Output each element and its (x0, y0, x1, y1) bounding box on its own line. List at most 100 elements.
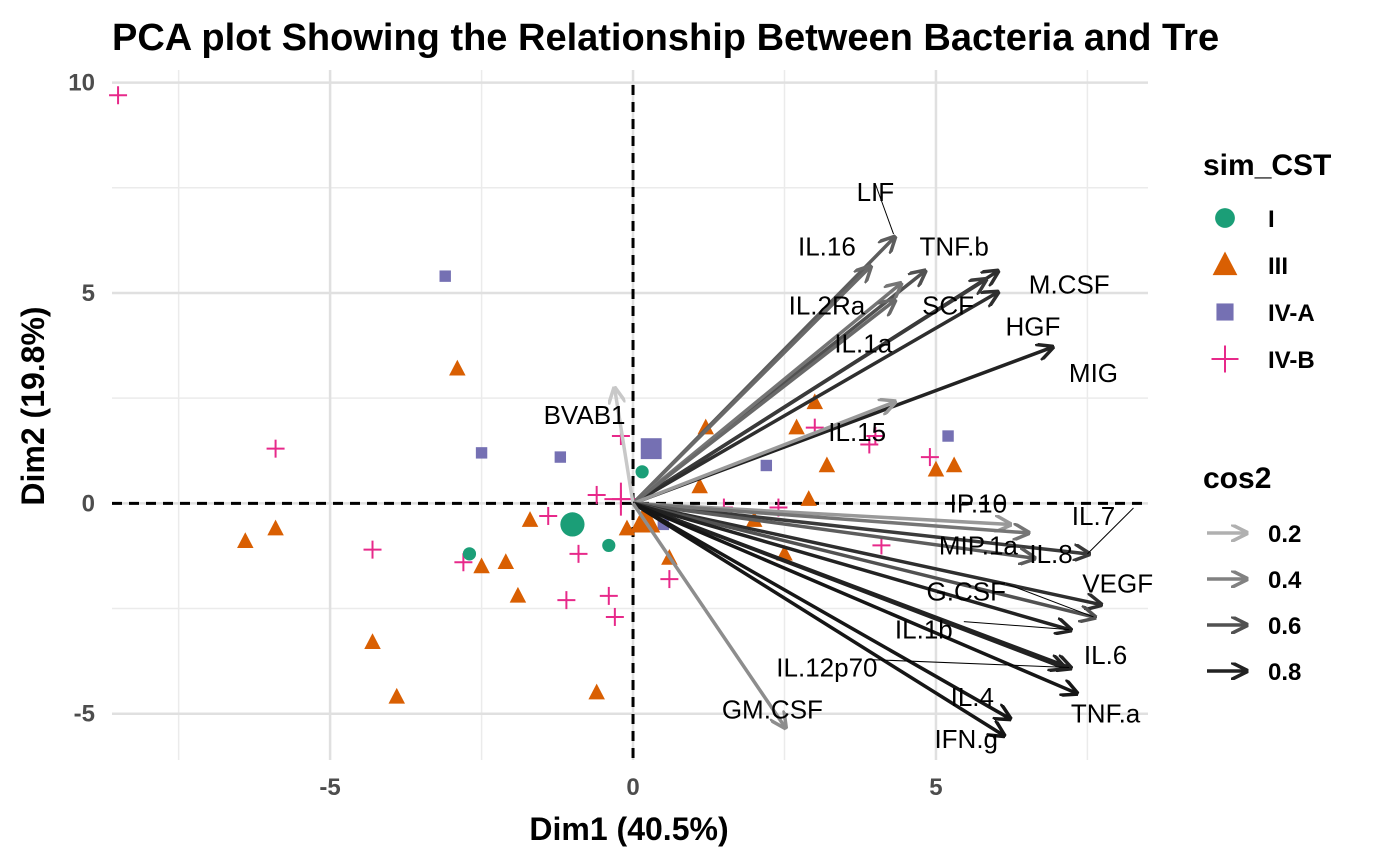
legend-label: I (1268, 206, 1275, 233)
data-point-iii (509, 586, 527, 603)
variable-label: IP.10 (950, 488, 1007, 518)
label-leader-line (866, 658, 1070, 668)
data-point-iv-b (363, 540, 382, 559)
legend-key-i (1215, 208, 1235, 228)
legend-label: IV-B (1268, 347, 1315, 374)
variable-label: IFN.g (934, 724, 998, 754)
legend-key-iv-a (1216, 303, 1234, 321)
variable-label: IL.15 (828, 417, 886, 447)
variable-arrow-tnf-a (632, 501, 1075, 692)
group-centroid-iv-a (640, 438, 662, 460)
variable-arrow-il-16 (631, 268, 869, 505)
x-tick-label: 5 (929, 774, 942, 801)
legend-key-iii (1212, 251, 1238, 276)
data-point-iii (927, 460, 945, 477)
data-point-iv-b (109, 86, 128, 105)
variable-label: G.CSF (927, 577, 1006, 607)
variable-arrow-il-8 (632, 501, 1033, 558)
data-point-iii (691, 477, 708, 494)
variable-label: IL.2Ra (789, 291, 866, 321)
data-point-iii (449, 359, 466, 376)
data-point-iv-b (599, 586, 618, 605)
variable-arrow-g-csf (632, 501, 1093, 617)
variable-label: MIG (1069, 358, 1118, 388)
data-point-iv-b (872, 536, 891, 555)
variable-label: MIP.1a (939, 530, 1019, 560)
variable-label: IL.6 (1084, 640, 1127, 670)
data-point-iv-b (569, 544, 588, 563)
variable-label: TNF.b (919, 232, 988, 262)
data-point-iv-b (539, 506, 558, 525)
label-leader-line (1087, 507, 1134, 555)
legend-title-cos2: cos2 (1203, 462, 1271, 495)
label-leader-line (963, 621, 1070, 631)
legend-label: III (1268, 253, 1288, 280)
data-point-iii (267, 519, 284, 536)
data-point-iii (364, 633, 381, 649)
data-point-iv-b (920, 448, 939, 467)
data-point-iii (521, 511, 539, 527)
x-tick-label: -5 (319, 774, 340, 801)
data-point-iii (800, 490, 817, 506)
data-point-iii (237, 532, 254, 548)
variable-label: IL.12p70 (776, 652, 877, 682)
y-axis-title: Dim2 (19.8%) (15, 306, 51, 505)
data-point-iii (788, 418, 805, 435)
label-leader-line (874, 183, 895, 235)
group-centroid-i (560, 512, 585, 537)
legend-label: 0.2 (1268, 521, 1301, 548)
data-point-iii (473, 557, 490, 574)
variable-label: IL.7 (1072, 501, 1115, 531)
data-point-i (635, 465, 649, 479)
variable-label: VEGF (1082, 568, 1153, 598)
label-leader-line (1006, 583, 1094, 618)
data-point-iv-b (866, 427, 885, 446)
data-point-iv-a (439, 270, 451, 282)
legend-key-iv-b (1211, 345, 1239, 373)
variable-label: IL.4 (951, 682, 994, 712)
data-point-iii (818, 456, 836, 473)
y-tick-label: 10 (68, 70, 95, 97)
data-point-iv-b (587, 485, 606, 504)
x-tick-label: 0 (626, 774, 639, 801)
variable-arrow-il-1a (631, 301, 894, 505)
variable-arrow-hgf (632, 293, 997, 505)
data-point-iv-b (557, 591, 576, 610)
legend-label: 0.8 (1268, 659, 1301, 686)
variable-label: GM.CSF (722, 695, 823, 725)
y-tick-label: 0 (82, 490, 95, 517)
variable-label: IL.1a (834, 328, 892, 358)
data-point-iii (497, 553, 515, 570)
variable-arrow-vegf (632, 501, 1100, 604)
data-point-iv-a (942, 430, 954, 442)
data-point-iv-b (660, 570, 679, 589)
data-point-iii (806, 393, 824, 410)
variable-arrow-scf (632, 280, 984, 505)
data-point-iv-a (475, 447, 488, 459)
x-axis-title: Dim1 (40.5%) (529, 811, 728, 847)
data-point-iii (945, 456, 963, 473)
variable-arrow-gm-csf (631, 502, 784, 726)
variable-label: TNF.a (1071, 699, 1141, 729)
variable-arrow-ifn-g (632, 501, 1003, 734)
variable-label: LIF (857, 177, 895, 207)
variable-arrow-il-7 (632, 501, 1087, 553)
data-point-i (602, 538, 616, 553)
variable-arrow-il-4 (632, 501, 1009, 718)
legend-title-sim-cst: sim_CST (1203, 149, 1331, 182)
variable-arrow-il-1b (632, 501, 1069, 629)
data-point-iv-a (760, 459, 773, 472)
variable-label: IL.1b (895, 615, 953, 645)
data-point-iv-b (266, 439, 285, 458)
variable-label: BVAB1 (544, 400, 626, 430)
data-point-iii (388, 687, 405, 704)
variable-arrow-bvab1 (615, 390, 635, 504)
variable-arrow-il-12p70 (632, 501, 1069, 667)
data-point-iii (697, 418, 714, 435)
data-point-iv-a (554, 451, 567, 463)
data-point-iv-b (605, 607, 624, 626)
variable-label: IL.16 (798, 232, 856, 262)
legend-label: IV-A (1268, 300, 1315, 327)
